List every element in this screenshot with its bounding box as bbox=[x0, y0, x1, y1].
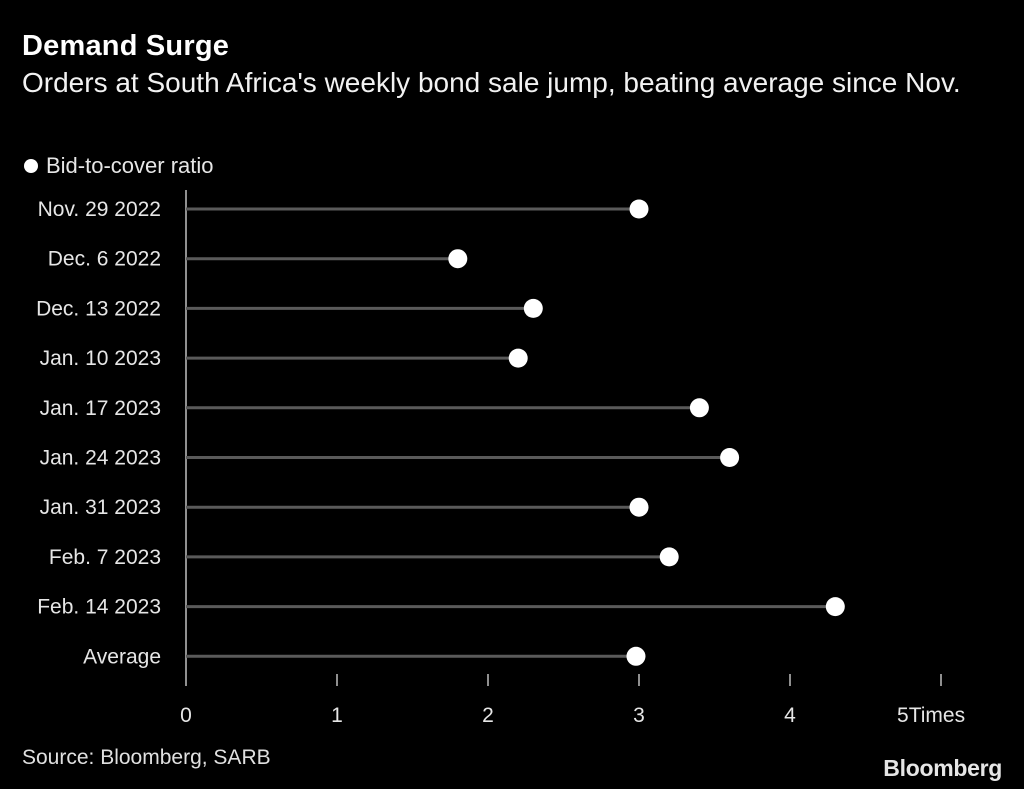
x-tick-label: 3 bbox=[633, 704, 645, 727]
x-tick-label: 2 bbox=[482, 704, 494, 727]
category-label: Jan. 31 2023 bbox=[40, 496, 161, 519]
value-dot bbox=[720, 448, 740, 467]
value-dot bbox=[523, 298, 543, 318]
value-dot bbox=[508, 348, 528, 368]
x-tick-label: 1 bbox=[331, 704, 343, 727]
value-dot bbox=[629, 199, 649, 219]
category-label: Dec. 6 2022 bbox=[48, 248, 161, 271]
value-dot bbox=[825, 597, 845, 617]
source-note: Source: Bloomberg, SARB bbox=[22, 746, 271, 769]
x-tick-label: 0 bbox=[180, 704, 192, 727]
category-label: Feb. 7 2023 bbox=[49, 546, 161, 569]
value-dot bbox=[629, 497, 649, 517]
category-label: Average bbox=[83, 645, 161, 668]
legend-dot-icon bbox=[24, 159, 38, 173]
legend-label: Bid-to-cover ratio bbox=[46, 153, 214, 178]
category-label: Jan. 17 2023 bbox=[40, 397, 161, 420]
legend: Bid-to-cover ratio bbox=[24, 153, 214, 179]
category-label: Jan. 24 2023 bbox=[40, 447, 161, 470]
value-dot bbox=[689, 398, 709, 418]
x-tick-label: 4 bbox=[784, 704, 796, 727]
value-dot bbox=[448, 249, 468, 269]
x-unit-label: Times bbox=[909, 704, 965, 727]
chart-subtitle: Orders at South Africa's weekly bond sal… bbox=[22, 67, 961, 98]
value-dot bbox=[626, 646, 646, 666]
value-dot bbox=[659, 547, 679, 567]
category-label: Jan. 10 2023 bbox=[40, 347, 161, 370]
category-label: Feb. 14 2023 bbox=[37, 596, 161, 619]
category-label: Nov. 29 2022 bbox=[38, 198, 161, 221]
bloomberg-logo: Bloomberg bbox=[883, 755, 1002, 781]
x-tick-label: 5Times bbox=[897, 704, 965, 727]
category-label: Dec. 13 2022 bbox=[36, 297, 161, 320]
chart-title: Demand Surge bbox=[22, 30, 230, 62]
